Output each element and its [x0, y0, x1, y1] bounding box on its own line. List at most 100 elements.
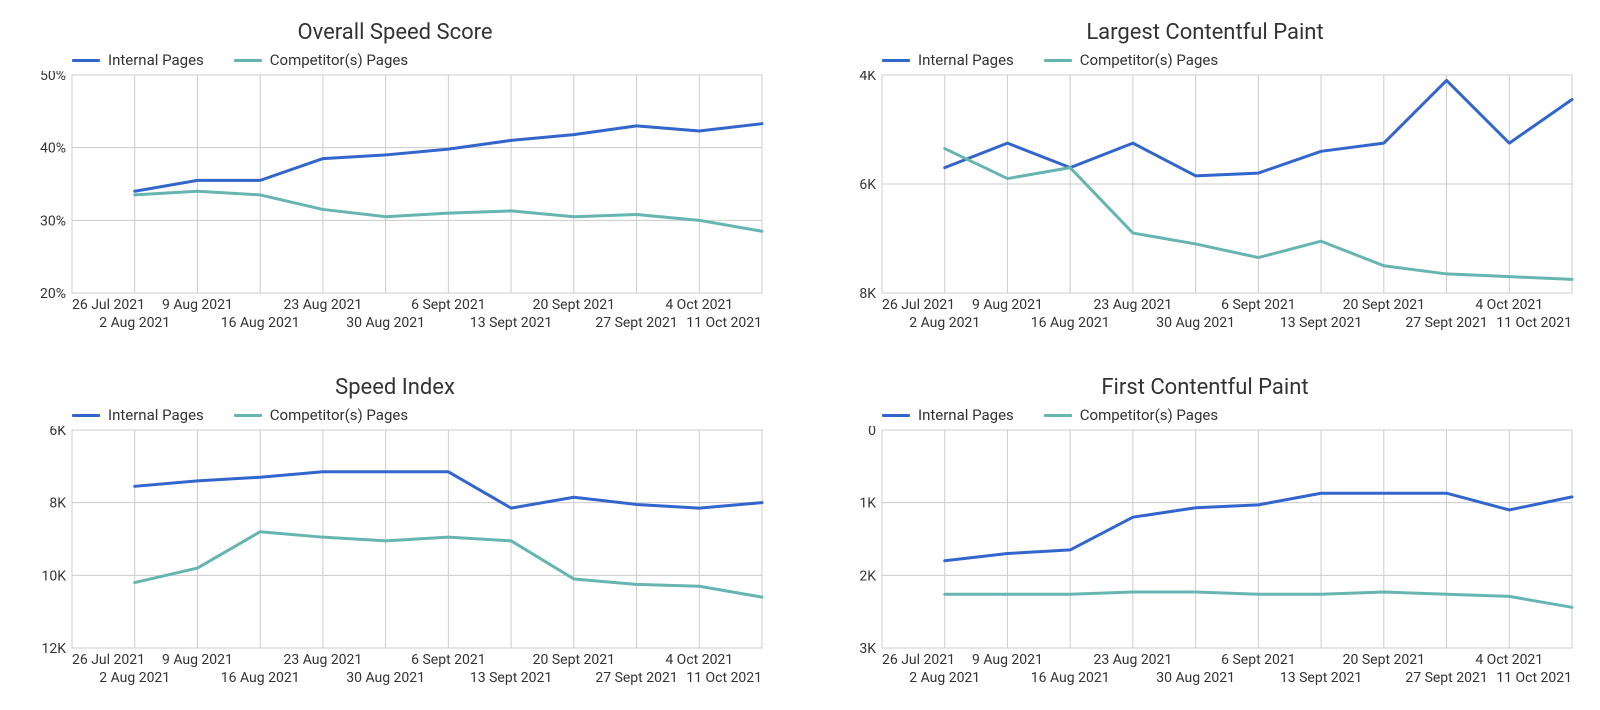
legend-item-competitor: Competitor(s) Pages: [234, 51, 408, 69]
chart-title: Overall Speed Score: [20, 20, 770, 45]
svg-text:9 Aug 2021: 9 Aug 2021: [162, 652, 233, 668]
legend-swatch: [882, 414, 910, 417]
chart-overall-speed-score: Overall Speed Score Internal Pages Compe…: [20, 20, 770, 335]
svg-text:9 Aug 2021: 9 Aug 2021: [972, 652, 1043, 668]
chart-largest-contentful-paint: Largest Contentful Paint Internal Pages …: [830, 20, 1580, 335]
svg-text:11 Oct 2021: 11 Oct 2021: [1496, 315, 1572, 331]
svg-text:30 Aug 2021: 30 Aug 2021: [346, 670, 425, 686]
legend-item-competitor: Competitor(s) Pages: [1044, 51, 1218, 69]
chart-legend: Internal Pages Competitor(s) Pages: [20, 406, 770, 424]
svg-text:4K: 4K: [859, 71, 876, 84]
svg-text:6 Sept 2021: 6 Sept 2021: [1221, 652, 1295, 668]
svg-text:9 Aug 2021: 9 Aug 2021: [972, 297, 1043, 313]
chart-legend: Internal Pages Competitor(s) Pages: [20, 51, 770, 69]
legend-item-internal: Internal Pages: [72, 406, 204, 424]
legend-label: Internal Pages: [108, 406, 204, 424]
chart-speed-index: Speed Index Internal Pages Competitor(s)…: [20, 375, 770, 690]
svg-text:4 Oct 2021: 4 Oct 2021: [1475, 652, 1543, 668]
svg-text:11 Oct 2021: 11 Oct 2021: [686, 670, 762, 686]
legend-item-internal: Internal Pages: [882, 51, 1014, 69]
svg-text:8K: 8K: [49, 496, 66, 512]
svg-text:30 Aug 2021: 30 Aug 2021: [1156, 315, 1235, 331]
svg-text:30 Aug 2021: 30 Aug 2021: [346, 315, 425, 331]
svg-text:10K: 10K: [41, 568, 66, 584]
svg-text:23 Aug 2021: 23 Aug 2021: [284, 652, 363, 668]
chart-svg: 6K 8K 10K 12K 26 Jul 2021 2 Aug 2021 9 Aug 202…: [20, 426, 770, 690]
svg-text:1K: 1K: [859, 496, 876, 512]
svg-text:6 Sept 2021: 6 Sept 2021: [411, 652, 485, 668]
legend-swatch: [72, 59, 100, 62]
plot-area: 6K 8K 10K 12K 26 Jul 2021 2 Aug 2021 9 Aug 202…: [20, 426, 770, 690]
svg-text:2 Aug 2021: 2 Aug 2021: [909, 670, 980, 686]
chart-first-contentful-paint: First Contentful Paint Internal Pages Co…: [830, 375, 1580, 690]
svg-text:23 Aug 2021: 23 Aug 2021: [1094, 297, 1173, 313]
svg-text:2 Aug 2021: 2 Aug 2021: [99, 315, 170, 331]
svg-text:30 Aug 2021: 30 Aug 2021: [1156, 670, 1235, 686]
svg-text:4 Oct 2021: 4 Oct 2021: [1475, 297, 1543, 313]
svg-text:13 Sept 2021: 13 Sept 2021: [470, 670, 552, 686]
svg-text:16 Aug 2021: 16 Aug 2021: [1031, 670, 1110, 686]
legend-swatch: [234, 59, 262, 62]
svg-text:0: 0: [868, 426, 876, 439]
legend-label: Internal Pages: [918, 406, 1014, 424]
svg-text:2K: 2K: [859, 568, 876, 584]
legend-label: Internal Pages: [918, 51, 1014, 69]
chart-title: First Contentful Paint: [830, 375, 1580, 400]
svg-text:27 Sept 2021: 27 Sept 2021: [1405, 315, 1487, 331]
svg-text:12K: 12K: [41, 641, 66, 657]
svg-text:27 Sept 2021: 27 Sept 2021: [595, 670, 677, 686]
legend-item-internal: Internal Pages: [882, 406, 1014, 424]
plot-area: 50%40%30%20%26 Jul 20212 Aug 20219 Aug 2…: [20, 71, 770, 335]
legend-item-internal: Internal Pages: [72, 51, 204, 69]
svg-text:26 Jul 2021: 26 Jul 2021: [72, 652, 145, 668]
svg-text:20 Sept 2021: 20 Sept 2021: [533, 297, 615, 313]
legend-swatch: [882, 59, 910, 62]
legend-label: Competitor(s) Pages: [1080, 51, 1218, 69]
legend-swatch: [234, 414, 262, 417]
svg-text:6 Sept 2021: 6 Sept 2021: [411, 297, 485, 313]
svg-text:20 Sept 2021: 20 Sept 2021: [533, 652, 615, 668]
svg-text:20 Sept 2021: 20 Sept 2021: [1343, 297, 1425, 313]
svg-text:23 Aug 2021: 23 Aug 2021: [284, 297, 363, 313]
svg-text:23 Aug 2021: 23 Aug 2021: [1094, 652, 1173, 668]
svg-text:13 Sept 2021: 13 Sept 2021: [470, 315, 552, 331]
svg-text:50%: 50%: [40, 71, 66, 84]
svg-text:6K: 6K: [49, 426, 66, 439]
legend-item-competitor: Competitor(s) Pages: [234, 406, 408, 424]
legend-swatch: [1044, 59, 1072, 62]
legend-item-competitor: Competitor(s) Pages: [1044, 406, 1218, 424]
plot-area: 0 1K 2K 3K 26 Jul 2021 2 Aug 2021 9 Aug 2021 16…: [830, 426, 1580, 690]
legend-label: Competitor(s) Pages: [1080, 406, 1218, 424]
svg-text:26 Jul 2021: 26 Jul 2021: [882, 652, 955, 668]
plot-area: 4K 6K 8K 26 Jul 2021 2 Aug 2021 9 Aug 2021 16 …: [830, 71, 1580, 335]
svg-text:11 Oct 2021: 11 Oct 2021: [686, 315, 762, 331]
svg-text:40%: 40%: [40, 141, 66, 157]
svg-text:16 Aug 2021: 16 Aug 2021: [221, 670, 300, 686]
chart-svg: 4K 6K 8K 26 Jul 2021 2 Aug 2021 9 Aug 2021 16 …: [830, 71, 1580, 335]
legend-swatch: [1044, 414, 1072, 417]
legend-label: Internal Pages: [108, 51, 204, 69]
svg-text:26 Jul 2021: 26 Jul 2021: [882, 297, 955, 313]
svg-text:6K: 6K: [859, 177, 876, 193]
svg-text:13 Sept 2021: 13 Sept 2021: [1280, 315, 1362, 331]
legend-label: Competitor(s) Pages: [270, 406, 408, 424]
chart-legend: Internal Pages Competitor(s) Pages: [830, 406, 1580, 424]
legend-swatch: [72, 414, 100, 417]
chart-svg: 50%40%30%20%26 Jul 20212 Aug 20219 Aug 2…: [20, 71, 770, 335]
svg-text:27 Sept 2021: 27 Sept 2021: [595, 315, 677, 331]
svg-text:27 Sept 2021: 27 Sept 2021: [1405, 670, 1487, 686]
svg-text:11 Oct 2021: 11 Oct 2021: [1496, 670, 1572, 686]
svg-text:16 Aug 2021: 16 Aug 2021: [1031, 315, 1110, 331]
svg-text:4 Oct 2021: 4 Oct 2021: [665, 652, 733, 668]
svg-text:30%: 30%: [40, 213, 66, 229]
svg-text:8K: 8K: [859, 286, 876, 302]
charts-grid: Overall Speed Score Internal Pages Compe…: [20, 20, 1580, 690]
svg-text:2 Aug 2021: 2 Aug 2021: [99, 670, 170, 686]
svg-text:3K: 3K: [859, 641, 876, 657]
svg-text:20%: 20%: [40, 286, 66, 302]
chart-title: Largest Contentful Paint: [830, 20, 1580, 45]
svg-text:20 Sept 2021: 20 Sept 2021: [1343, 652, 1425, 668]
svg-text:9 Aug 2021: 9 Aug 2021: [162, 297, 233, 313]
svg-text:2 Aug 2021: 2 Aug 2021: [909, 315, 980, 331]
svg-text:13 Sept 2021: 13 Sept 2021: [1280, 670, 1362, 686]
